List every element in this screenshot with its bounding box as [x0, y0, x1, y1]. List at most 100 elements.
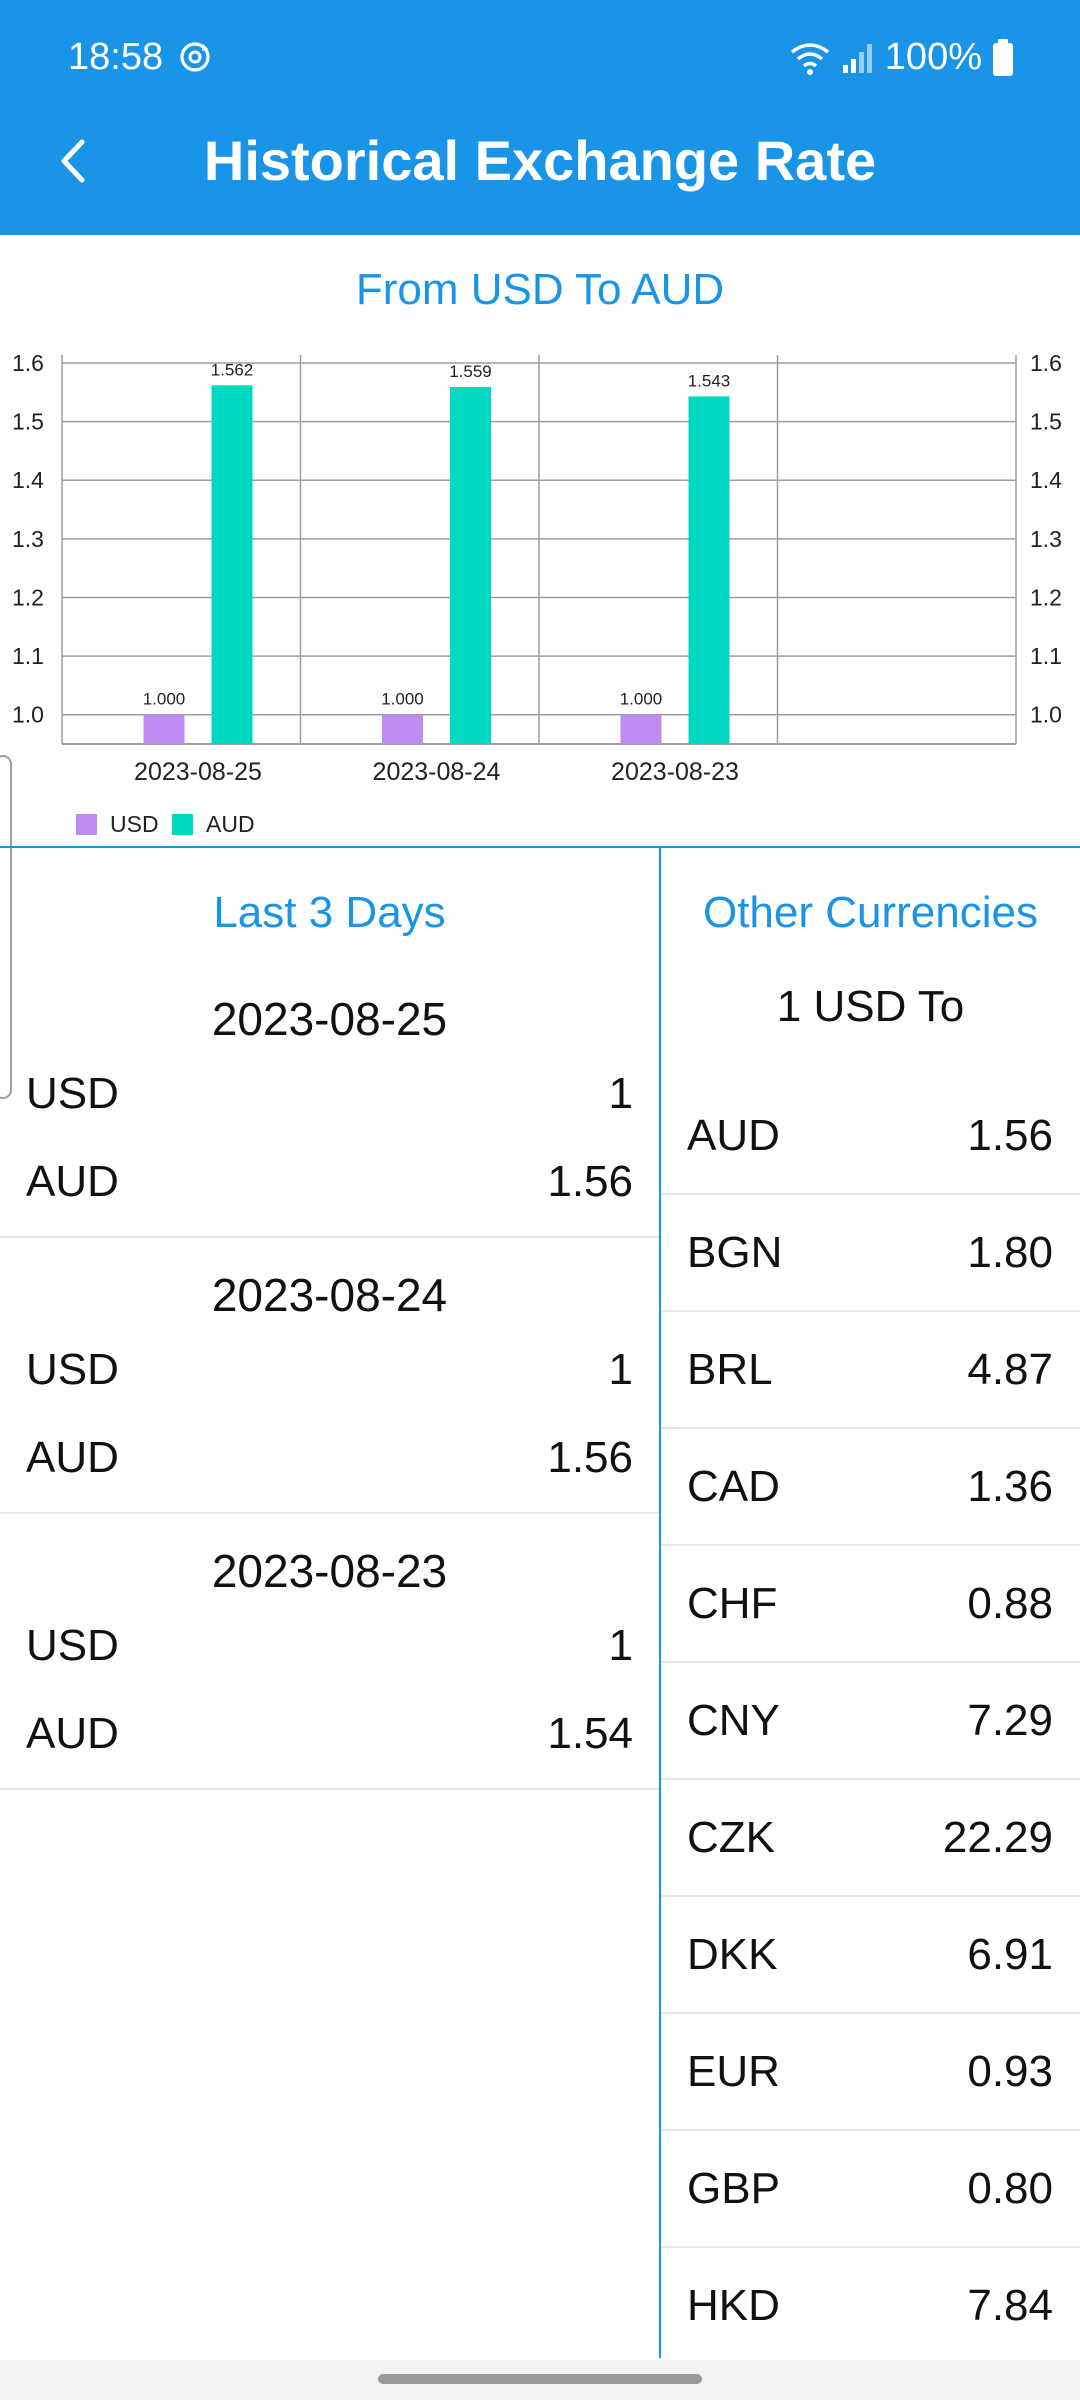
day-block: 2023-08-23 USD 1 AUD 1.54	[0, 1514, 659, 1790]
currency-row-hkd[interactable]: HKD 7.84	[661, 2248, 1080, 2365]
legend-label-usd: USD	[110, 811, 159, 837]
day-date: 2023-08-25	[211, 993, 448, 1045]
legend-swatch-usd	[76, 814, 97, 835]
base-currency-label: 1 USD To	[776, 982, 965, 1031]
currency-row-eur[interactable]: EUR 0.93	[661, 2014, 1080, 2131]
exchange-rate-chart: 1.0 1.0 1.1 1.1 1.2 1.2 1.3 1.3 1.4 1.4 1.5 1.5 1.6 1…	[12, 350, 1062, 837]
y-tick-label-right: 1.5	[1030, 409, 1062, 435]
last-days-title: Last 3 Days	[213, 888, 446, 937]
side-panel-handle[interactable]	[0, 755, 12, 1099]
section-divider	[0, 846, 1080, 848]
bar-usd	[620, 714, 662, 744]
currency-code: AUD	[687, 1110, 780, 1160]
bar-value-label: 1.543	[688, 371, 731, 390]
y-tick-label-left: 1.3	[12, 526, 44, 552]
day-date: 2023-08-23	[211, 1545, 448, 1597]
rate-value: 7.84	[967, 2280, 1053, 2330]
rate-row: USD 1	[0, 1326, 659, 1414]
rate-value: 22.29	[942, 1812, 1053, 1862]
status-icons: 100%	[789, 36, 1014, 79]
y-tick-label-left: 1.6	[12, 350, 44, 376]
y-tick-label-right: 1.1	[1030, 643, 1062, 669]
signal-icon	[842, 43, 872, 73]
y-tick-label-left: 1.5	[12, 409, 44, 435]
x-tick-label: 2023-08-24	[373, 758, 501, 786]
bar-value-label: 1.559	[449, 362, 492, 381]
rate-value: 4.87	[967, 1344, 1053, 1394]
y-tick-label-left: 1.4	[12, 467, 44, 493]
bar-aud	[211, 385, 253, 744]
home-gesture-bar[interactable]	[378, 2374, 702, 2384]
currency-row-bgn[interactable]: BGN 1.80	[661, 1195, 1080, 1312]
y-tick-label-left: 1.1	[12, 643, 44, 669]
rate-value: 0.80	[967, 2163, 1053, 2213]
back-button[interactable]	[50, 130, 98, 192]
battery-percent: 100%	[884, 36, 982, 78]
column-divider	[659, 848, 661, 2358]
currency-list[interactable]: AUD 1.56 BGN 1.80 BRL 4.87 CAD 1.36 CHF 0.88 …	[661, 1078, 1080, 2365]
currency-row-dkk[interactable]: DKK 6.91	[661, 1897, 1080, 2014]
y-tick-label-right: 1.6	[1030, 350, 1062, 376]
bar-usd	[382, 714, 423, 744]
currency-row-cny[interactable]: CNY 7.29	[661, 1663, 1080, 1780]
currency-row-gbp[interactable]: GBP 0.80	[661, 2131, 1080, 2248]
last-days-panel: Last 3 Days 2023-08-25 USD 1 AUD 1.56 20…	[0, 848, 659, 1790]
sync-icon	[180, 42, 210, 72]
currency-code: GBP	[687, 2163, 780, 2213]
currency-code: HKD	[687, 2280, 780, 2330]
rate-value: 1.56	[547, 1157, 633, 1206]
battery-icon	[993, 38, 1013, 76]
rate-value: 1.36	[967, 1461, 1053, 1511]
other-currencies-panel: Other Currencies 1 USD To AUD 1.56 BGN 1.8…	[661, 848, 1080, 2365]
page-title: Historical Exchange Rate	[203, 129, 877, 192]
y-tick-label-right: 1.2	[1030, 584, 1062, 610]
currency-code: AUD	[26, 1433, 119, 1482]
rate-value: 1.56	[547, 1433, 633, 1482]
bar-value-label: 1.000	[143, 690, 186, 709]
currency-code: USD	[26, 1621, 119, 1670]
rate-value: 0.88	[967, 1578, 1053, 1628]
status-time: 18:58	[68, 36, 164, 78]
rate-value: 1	[608, 1621, 633, 1670]
rate-value: 0.93	[967, 2046, 1053, 2096]
bar-value-label: 1.000	[620, 690, 663, 709]
other-currencies-title: Other Currencies	[702, 888, 1038, 937]
currency-row-brl[interactable]: BRL 4.87	[661, 1312, 1080, 1429]
currency-row-aud[interactable]: AUD 1.56	[661, 1078, 1080, 1195]
currency-code: DKK	[687, 1929, 778, 1979]
bar-value-label: 1.000	[381, 690, 424, 709]
y-tick-label-right: 1.0	[1030, 702, 1062, 728]
rate-row: AUD 1.54	[0, 1690, 659, 1778]
bar-usd	[143, 714, 185, 744]
day-date: 2023-08-24	[211, 1269, 448, 1321]
rate-value: 1	[608, 1069, 633, 1118]
x-tick-label: 2023-08-23	[611, 758, 739, 786]
y-tick-label-right: 1.3	[1030, 526, 1062, 552]
wifi-icon	[790, 42, 829, 75]
currency-code: BRL	[687, 1344, 773, 1394]
app-bar: 18:58 100% Historical Exchange Rate	[0, 0, 1080, 235]
day-block: 2023-08-25 USD 1 AUD 1.56	[0, 962, 659, 1238]
system-nav-bar	[0, 2360, 1080, 2400]
rate-row: AUD 1.56	[0, 1138, 659, 1226]
bar-value-label: 1.562	[211, 360, 254, 379]
rate-value: 1.80	[967, 1227, 1053, 1277]
currency-code: AUD	[26, 1157, 119, 1206]
x-tick-label: 2023-08-25	[134, 758, 262, 786]
rate-row: USD 1	[0, 1050, 659, 1138]
currency-code: USD	[26, 1069, 119, 1118]
bar-aud	[688, 396, 730, 744]
rate-row: USD 1	[0, 1602, 659, 1690]
rate-value: 1.56	[967, 1110, 1053, 1160]
rate-row: AUD 1.56	[0, 1414, 659, 1502]
rate-value: 1	[608, 1345, 633, 1394]
currency-row-czk[interactable]: CZK 22.29	[661, 1780, 1080, 1897]
currency-row-chf[interactable]: CHF 0.88	[661, 1546, 1080, 1663]
y-tick-label-left: 1.2	[12, 584, 44, 610]
bar-aud	[450, 387, 491, 744]
currency-row-cad[interactable]: CAD 1.36	[661, 1429, 1080, 1546]
chart-title: From USD To AUD	[355, 265, 725, 314]
currency-code: CNY	[687, 1695, 780, 1745]
y-tick-label-left: 1.0	[12, 702, 44, 728]
rate-value: 6.91	[967, 1929, 1053, 1979]
